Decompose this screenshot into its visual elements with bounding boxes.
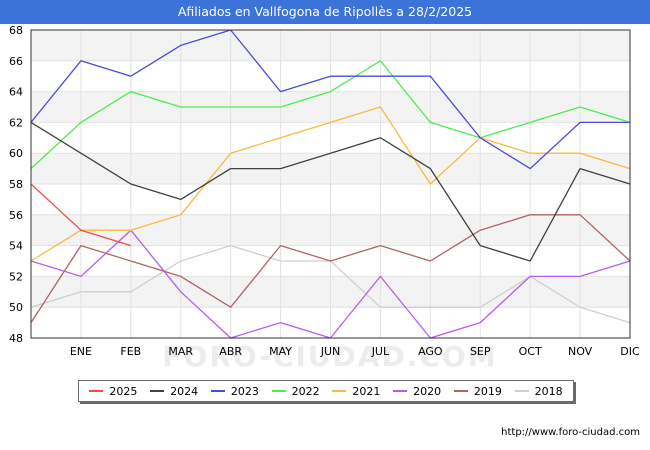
y-axis-ticks: 48 50 52 54 56 58 60 62 64 66 68 [9, 24, 23, 345]
legend-swatch [210, 390, 225, 392]
legend-item-2024: 2024 [150, 385, 198, 398]
series-line-2023 [30, 29, 630, 170]
x-tick-label: JUN [320, 345, 341, 358]
legend-item-2025: 2025 [89, 385, 137, 398]
series-line-2022 [30, 60, 631, 170]
y-tick-label: 64 [9, 86, 23, 99]
y-tick-label: 62 [9, 116, 23, 129]
plot-frame [30, 29, 631, 339]
x-tick-label: SEP [470, 345, 491, 358]
legend-swatch [271, 390, 286, 392]
x-axis-ticks: ENE FEB MAR ABR MAY JUN JUL AGO SEP OCT NOV DIC [70, 345, 640, 358]
x-tick-label: FEB [120, 345, 141, 358]
legend-swatch [453, 390, 468, 392]
legend-label: 2023 [230, 384, 259, 398]
x-tick-label: OCT [519, 345, 542, 358]
legend-swatch [332, 390, 347, 392]
series-line-2019 [30, 214, 631, 323]
chart-title: Afiliados en Vallfogona de Ripollès a 28… [0, 0, 650, 24]
y-tick-label: 52 [9, 270, 23, 283]
x-tick-label: AGO [418, 345, 443, 358]
legend-item-2020: 2020 [393, 385, 441, 398]
x-tick-label: MAR [168, 345, 193, 358]
legend-label: 2020 [413, 384, 442, 398]
source-url: http://www.foro-ciudad.com [501, 427, 640, 438]
legend-item-2019: 2019 [453, 384, 502, 398]
y-tick-label: 56 [9, 209, 23, 222]
x-tick-label: NOV [568, 345, 593, 358]
legend-label: 2022 [291, 384, 320, 398]
x-tick-label: JUL [371, 345, 390, 358]
y-tick-label: 66 [9, 55, 23, 68]
x-tick-label: MAY [269, 345, 292, 358]
y-tick-label: 50 [9, 301, 23, 314]
y-tick-label: 60 [9, 147, 23, 160]
legend-label: 2021 [352, 384, 381, 398]
legend-swatch [393, 390, 408, 392]
series-line-2021 [30, 106, 631, 262]
y-tick-label: 68 [9, 24, 23, 37]
y-tick-label: 48 [9, 332, 23, 345]
series-lines [30, 29, 631, 339]
legend-label: 2018 [534, 384, 563, 398]
x-tick-label: ABR [219, 345, 242, 358]
series-line-2024 [30, 121, 631, 262]
legend-item-2021: 2021 [332, 385, 380, 398]
x-tick-label: ENE [70, 345, 92, 358]
legend-item-2022: 2022 [271, 384, 320, 398]
legend: 2025 2024 2023 2022 2021 2020 2019 2018 [78, 380, 574, 402]
x-tick-label: DIC [620, 345, 640, 358]
legend-label: 2019 [473, 384, 502, 398]
y-tick-label: 54 [9, 240, 23, 253]
legend-swatch [89, 390, 104, 392]
legend-label: 2024 [170, 384, 199, 398]
series-line-2025 [30, 183, 132, 247]
legend-label: 2025 [109, 384, 138, 398]
y-tick-label: 58 [9, 178, 23, 191]
legend-item-2023: 2023 [210, 384, 259, 398]
legend-swatch [150, 390, 165, 392]
watermark: FORO-CIUDAD.COM [162, 340, 497, 373]
legend-item-2018: 2018 [514, 384, 563, 398]
legend-swatch [514, 390, 529, 392]
